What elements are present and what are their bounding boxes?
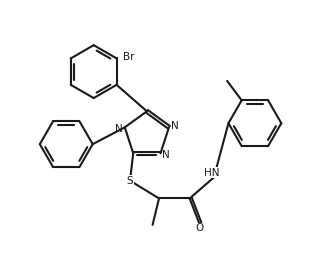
- Text: N: N: [171, 121, 179, 131]
- Text: O: O: [195, 224, 203, 233]
- Text: S: S: [127, 176, 133, 186]
- Text: HN: HN: [204, 168, 220, 178]
- Text: N: N: [115, 124, 123, 134]
- Text: Br: Br: [123, 52, 135, 62]
- Text: N: N: [162, 150, 170, 160]
